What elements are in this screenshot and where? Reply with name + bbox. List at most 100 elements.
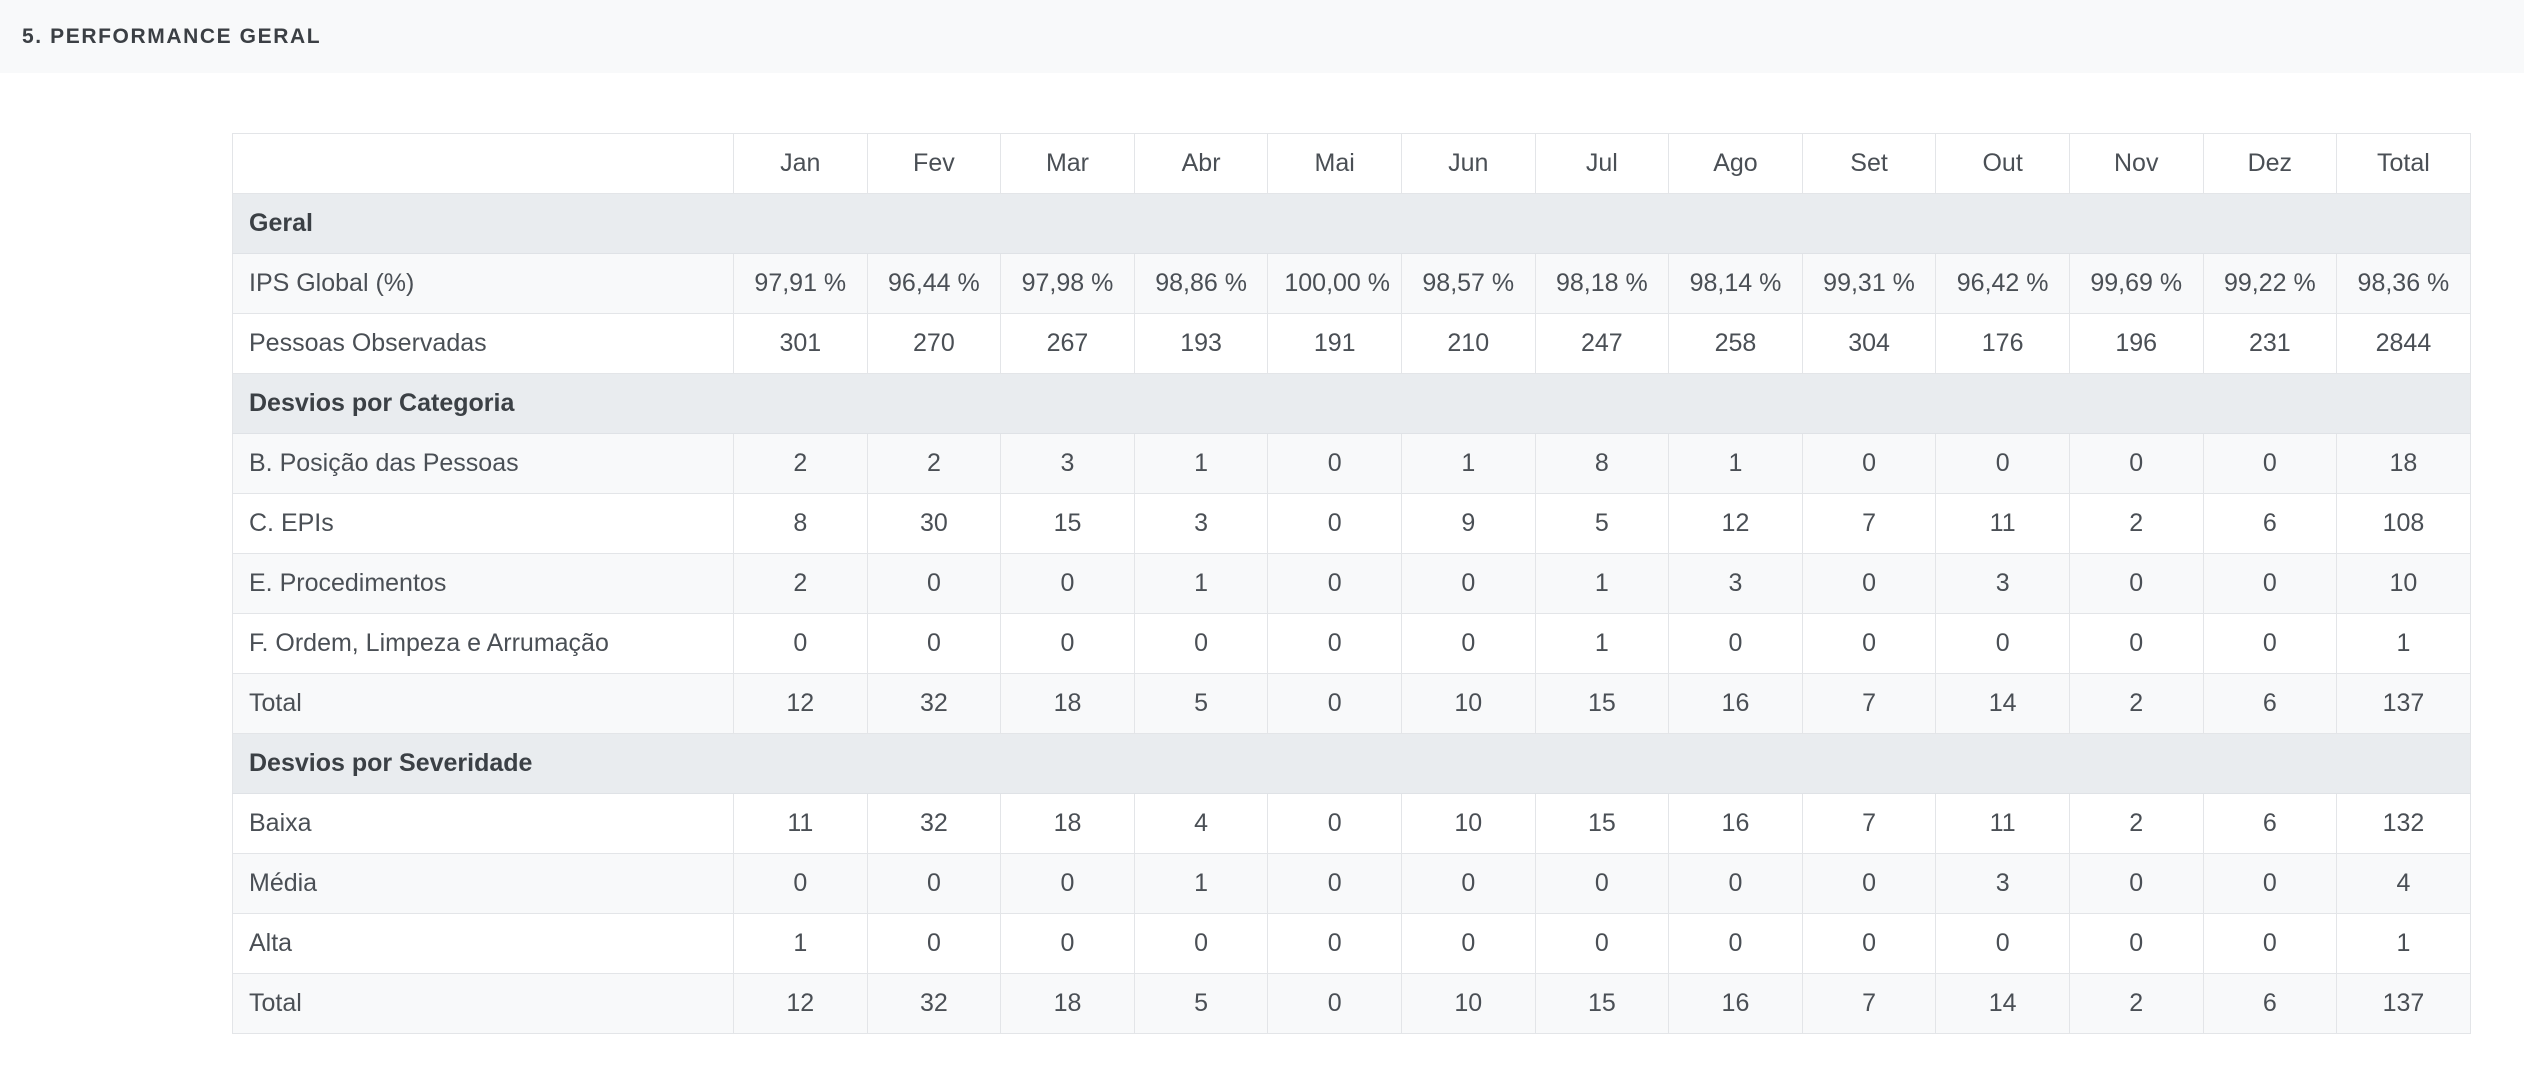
table-row[interactable]: Média 0 0 0 1 0 0 0 0 0 3 0 0 4	[232, 853, 2471, 914]
table-cell: 0	[1267, 673, 1402, 734]
table-cell: 98,14 %	[1668, 253, 1803, 314]
column-header-total[interactable]: Total	[2336, 133, 2471, 194]
table-cell: 210	[1400, 313, 1536, 374]
table-cell: 132	[2336, 793, 2471, 854]
column-header-jul[interactable]: Jul	[1534, 133, 1670, 194]
table-cell: 3	[1668, 553, 1803, 614]
table-cell: 2	[2068, 973, 2204, 1034]
column-header-dez[interactable]: Dez	[2202, 133, 2338, 194]
row-label: Total	[232, 673, 734, 734]
table-cell: 1	[1133, 553, 1269, 614]
column-header-jun[interactable]: Jun	[1400, 133, 1536, 194]
table-cell: 10	[1400, 673, 1536, 734]
table-cell: 97,98 %	[1000, 253, 1135, 314]
table-cell: 0	[1801, 613, 1937, 674]
table-cell: 0	[2068, 853, 2204, 914]
column-header-jan[interactable]: Jan	[733, 133, 868, 194]
table-cell: 11	[1935, 493, 2070, 554]
table-cell: 176	[1935, 313, 2070, 374]
table-cell: 0	[866, 853, 1002, 914]
table-row[interactable]: C. EPIs 8 30 15 3 0 9 5 12 7 11 2 6 108	[232, 493, 2471, 554]
table-row[interactable]: F. Ordem, Limpeza e Arrumação 0 0 0 0 0 0 1 0 0 0 0…	[232, 613, 2471, 674]
table-row[interactable]: Total 12 32 18 5 0 10 15 16 7 14 2 6 137	[232, 973, 2471, 1034]
column-header-fev[interactable]: Fev	[866, 133, 1002, 194]
row-label: Alta	[232, 913, 734, 974]
column-header-mai[interactable]: Mai	[1267, 133, 1402, 194]
table-cell: 0	[1000, 613, 1135, 674]
table-cell: 5	[1534, 493, 1670, 554]
table-cell: 270	[866, 313, 1002, 374]
column-header-nov[interactable]: Nov	[2068, 133, 2204, 194]
table-cell: 0	[1000, 913, 1135, 974]
performance-table: Jan Fev Mar Abr Mai Jun Jul Ago Set Out Nov Dez Tota…	[232, 133, 2471, 1034]
table-cell: 0	[866, 913, 1002, 974]
table-cell: 7	[1801, 793, 1937, 854]
table-cell: 3	[1133, 493, 1269, 554]
table-cell: 7	[1801, 973, 1937, 1034]
table-cell: 0	[2068, 913, 2204, 974]
table-row[interactable]: Pessoas Observadas 301 270 267 193 191 210 247 2…	[232, 313, 2471, 374]
table-cell: 32	[866, 793, 1002, 854]
table-cell: 0	[1935, 913, 2070, 974]
table-cell: 0	[1801, 433, 1937, 494]
table-cell: 12	[733, 673, 868, 734]
table-row[interactable]: IPS Global (%) 97,91 % 96,44 % 97,98 % 98,86…	[232, 253, 2471, 314]
table-cell: 32	[866, 973, 1002, 1034]
table-cell: 0	[2202, 553, 2338, 614]
row-label: B. Posição das Pessoas	[232, 433, 734, 494]
table-row[interactable]: Baixa 11 32 18 4 0 10 15 16 7 11 2 6 132	[232, 793, 2471, 854]
section-header-band: 5. PERFORMANCE GERAL	[0, 0, 2524, 73]
table-cell: 0	[1400, 553, 1536, 614]
table-cell: 98,18 %	[1534, 253, 1670, 314]
table-cell: 191	[1267, 313, 1402, 374]
table-row[interactable]: Total 12 32 18 5 0 10 15 16 7 14 2 6 137	[232, 673, 2471, 734]
column-header-abr[interactable]: Abr	[1133, 133, 1269, 194]
table-cell: 96,42 %	[1935, 253, 2070, 314]
table-cell: 100,00 %	[1267, 253, 1402, 314]
table-head: Jan Fev Mar Abr Mai Jun Jul Ago Set Out Nov Dez Tota…	[232, 133, 2471, 194]
table-cell: 0	[733, 853, 868, 914]
table-cell: 0	[1400, 913, 1536, 974]
section-group-row: Desvios por Severidade	[232, 733, 2471, 794]
column-header-ago[interactable]: Ago	[1668, 133, 1803, 194]
table-cell: 11	[1935, 793, 2070, 854]
table-cell: 0	[1400, 613, 1536, 674]
table-cell: 3	[1935, 853, 2070, 914]
table-cell: 10	[1400, 973, 1536, 1034]
column-header-out[interactable]: Out	[1935, 133, 2070, 194]
table-cell: 18	[1000, 673, 1135, 734]
table-cell: 193	[1133, 313, 1269, 374]
table-cell: 12	[733, 973, 868, 1034]
table-cell: 267	[1000, 313, 1135, 374]
table-row[interactable]: E. Procedimentos 2 0 0 1 0 0 1 3 0 3 0 0 10	[232, 553, 2471, 614]
table-cell: 2	[2068, 673, 2204, 734]
table-row[interactable]: B. Posição das Pessoas 2 2 3 1 0 1 8 1 0 0 0 0 18	[232, 433, 2471, 494]
table-cell: 231	[2202, 313, 2338, 374]
section-group-row: Desvios por Categoria	[232, 373, 2471, 434]
table-cell: 0	[1534, 853, 1670, 914]
table-cell: 0	[2068, 553, 2204, 614]
table-row[interactable]: Alta 1 0 0 0 0 0 0 0 0 0 0 0 1	[232, 913, 2471, 974]
table-body: Geral IPS Global (%) 97,91 % 96,44 % 97,98 %…	[232, 193, 2471, 1034]
table-cell: 0	[1668, 613, 1803, 674]
table-cell: 247	[1534, 313, 1670, 374]
table-cell: 0	[1801, 913, 1937, 974]
row-label: C. EPIs	[232, 493, 734, 554]
column-header-label[interactable]	[232, 133, 734, 194]
column-header-mar[interactable]: Mar	[1000, 133, 1135, 194]
table-cell: 1	[1668, 433, 1803, 494]
table-cell: 0	[1133, 613, 1269, 674]
table-cell: 0	[1400, 853, 1536, 914]
table-cell: 137	[2336, 673, 2471, 734]
table-cell: 0	[1801, 553, 1937, 614]
table-cell: 8	[733, 493, 868, 554]
column-header-set[interactable]: Set	[1801, 133, 1937, 194]
table-cell: 7	[1801, 673, 1937, 734]
table-cell: 5	[1133, 673, 1269, 734]
table-cell: 0	[1267, 973, 1402, 1034]
row-label: Total	[232, 973, 734, 1034]
table-cell: 0	[1668, 913, 1803, 974]
table-cell: 12	[1668, 493, 1803, 554]
table-cell: 0	[1801, 853, 1937, 914]
table-cell: 15	[1534, 673, 1670, 734]
